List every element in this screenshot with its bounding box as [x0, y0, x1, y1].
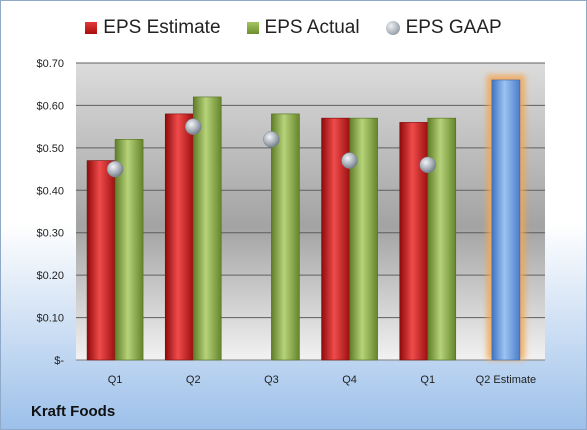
legend-swatch-eps-actual: [246, 22, 259, 34]
plot-area: [76, 63, 545, 360]
company-name: Kraft Foods: [31, 403, 116, 420]
bar-eps-estimate: [86, 160, 116, 361]
bar-eps-estimate: [164, 113, 194, 361]
legend-swatch-eps-estimate: [85, 22, 98, 34]
legend-item-eps-gaap: EPS GAAP: [385, 17, 502, 39]
x-tick-label: Q2: [186, 374, 201, 386]
bar-eps-actual: [427, 117, 457, 361]
bar-q2-estimate: [491, 79, 521, 361]
point-eps-gaap: [185, 118, 202, 135]
point-eps-gaap: [419, 156, 436, 174]
y-tick-label: $0.50: [36, 143, 64, 155]
legend-swatch-eps-gaap: [385, 21, 400, 35]
y-tick-label: $-: [54, 355, 64, 367]
point-eps-gaap: [106, 160, 124, 178]
y-tick-label: $0.60: [36, 100, 64, 112]
legend-label-eps-actual: EPS Actual: [264, 17, 360, 38]
y-tick-label: $0.10: [36, 313, 64, 325]
point-eps-gaap: [263, 131, 280, 148]
x-tick-label: Q1: [420, 374, 435, 386]
y-tick-label: $0.30: [36, 228, 64, 240]
x-tick-label: Q3: [264, 374, 279, 386]
bar-eps-actual: [271, 113, 300, 361]
x-tick-label: Q2 Estimate: [476, 374, 537, 386]
legend-label-eps-estimate: EPS Estimate: [103, 17, 221, 38]
bar-eps-actual: [192, 96, 222, 361]
legend-item-eps-actual: EPS Actual: [246, 17, 360, 39]
legend: EPS Estimate EPS Actual EPS GAAP: [1, 17, 586, 39]
x-tick-label: Q4: [342, 374, 357, 386]
y-tick-label: $0.20: [36, 270, 64, 282]
legend-label-eps-gaap: EPS GAAP: [405, 17, 502, 38]
x-tick-label: Q1: [108, 374, 123, 386]
legend-item-eps-estimate: EPS Estimate: [85, 17, 221, 39]
y-tick-label: $0.70: [36, 58, 64, 70]
point-eps-gaap: [341, 152, 358, 169]
y-tick-label: $0.40: [36, 185, 64, 197]
bar-eps-actual: [114, 139, 144, 361]
